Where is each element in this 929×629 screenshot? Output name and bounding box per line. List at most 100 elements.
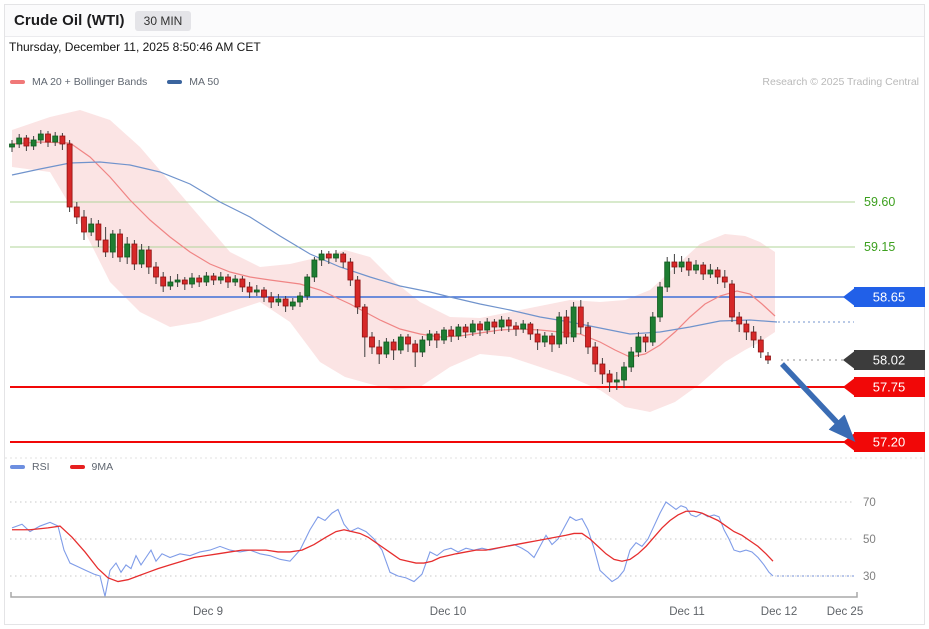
candle-body bbox=[628, 351, 635, 368]
candle-body bbox=[297, 295, 303, 303]
candle-body bbox=[736, 316, 743, 325]
candle-body bbox=[707, 269, 714, 275]
candle-body bbox=[635, 336, 642, 353]
legend-item-rsi: RSI bbox=[10, 461, 50, 473]
candle-body bbox=[232, 278, 239, 283]
candle-body bbox=[333, 253, 339, 259]
level-label: 59.15 bbox=[864, 240, 895, 254]
candle-body bbox=[649, 316, 656, 343]
candle-body bbox=[282, 298, 289, 307]
candle-body bbox=[340, 253, 347, 263]
candle-body bbox=[275, 298, 282, 303]
candle-body bbox=[37, 133, 44, 141]
level-badge bbox=[854, 350, 925, 370]
candle-body bbox=[426, 333, 433, 341]
candle-body bbox=[81, 216, 87, 233]
page-title: Crude Oil (WTI) bbox=[14, 12, 125, 29]
candle-body bbox=[268, 296, 275, 303]
candle-body bbox=[253, 289, 260, 293]
candle-body bbox=[541, 335, 548, 343]
legend-item-9ma: 9MA bbox=[69, 461, 113, 473]
candle-body bbox=[765, 355, 771, 361]
candle-body bbox=[131, 243, 138, 265]
candle-body bbox=[138, 249, 145, 265]
candle-body bbox=[73, 206, 80, 218]
candle-body bbox=[693, 264, 699, 271]
candle-body bbox=[570, 306, 577, 338]
header: Crude Oil (WTI) 30 MIN bbox=[5, 5, 924, 37]
candle-body bbox=[527, 323, 534, 335]
candle-body bbox=[59, 135, 66, 145]
candle-body bbox=[318, 253, 325, 261]
candle-body bbox=[599, 363, 606, 375]
candle-body bbox=[671, 261, 678, 268]
candle-body bbox=[174, 279, 181, 283]
candle-body bbox=[498, 319, 505, 328]
candle-body bbox=[325, 253, 332, 259]
candle-body bbox=[613, 379, 620, 383]
candle-body bbox=[664, 261, 671, 288]
candle-body bbox=[592, 346, 599, 365]
candle-body bbox=[383, 341, 390, 355]
level-badge-label: 58.65 bbox=[873, 290, 906, 305]
candle-body bbox=[563, 316, 570, 338]
candle-body bbox=[585, 326, 591, 348]
candle-body bbox=[45, 133, 51, 143]
candle-body bbox=[109, 233, 116, 253]
x-axis-label-Dec-10: Dec 10 bbox=[430, 606, 466, 618]
candle-body bbox=[405, 336, 411, 345]
level-badge-label: 57.75 bbox=[873, 380, 906, 395]
candle-body bbox=[347, 261, 354, 281]
candle-body bbox=[455, 326, 462, 337]
candle-body bbox=[203, 275, 210, 283]
candle-body bbox=[210, 275, 217, 281]
x-axis-label-Dec-12: Dec 12 bbox=[761, 606, 797, 618]
bollinger-band-fill bbox=[12, 110, 775, 412]
timeframe-badge[interactable]: 30 MIN bbox=[134, 10, 192, 31]
candle-body bbox=[239, 278, 246, 288]
candle-body bbox=[757, 339, 764, 353]
main-chart-legend: MA 20 + Bollinger Bands MA 50 bbox=[10, 76, 231, 88]
candle-body bbox=[520, 323, 527, 330]
legend-item-ma20-bollinger: MA 20 + Bollinger Bands bbox=[10, 76, 147, 88]
candle-body bbox=[513, 325, 519, 330]
ma50-legend-swatch bbox=[167, 80, 183, 84]
candle-body bbox=[196, 277, 203, 283]
candle-body bbox=[534, 333, 541, 343]
candle-body bbox=[606, 373, 613, 383]
candle-body bbox=[153, 266, 159, 278]
level-badge bbox=[854, 287, 925, 307]
candle-body bbox=[469, 323, 476, 333]
candle-body bbox=[412, 343, 419, 353]
legend-item-ma50: MA 50 bbox=[167, 76, 219, 88]
rsi-gridline-label: 70 bbox=[863, 497, 876, 509]
bearish-projection-arrow bbox=[779, 362, 856, 443]
candle-body bbox=[621, 366, 627, 381]
level-badge-pointer bbox=[843, 377, 856, 397]
x-axis-label-Dec-11: Dec 11 bbox=[669, 606, 705, 618]
candle-body bbox=[685, 261, 692, 271]
candle-body bbox=[52, 135, 59, 143]
candle-body bbox=[189, 277, 195, 285]
candle-body bbox=[88, 223, 95, 233]
chart-datetime: Thursday, December 11, 2025 8:50:46 AM C… bbox=[9, 40, 261, 54]
candle-body bbox=[642, 336, 649, 343]
candle-body bbox=[66, 143, 73, 208]
candle-body bbox=[311, 259, 318, 278]
ma50-legend-label: MA 50 bbox=[189, 76, 220, 88]
level-badge bbox=[854, 377, 925, 397]
attribution: Research © 2025 Trading Central bbox=[762, 76, 919, 88]
ma20-legend-label: MA 20 + Bollinger Bands bbox=[32, 76, 148, 88]
candle-body bbox=[167, 281, 174, 287]
candle-body bbox=[361, 306, 368, 338]
candle-body bbox=[9, 143, 15, 148]
candle-body bbox=[448, 329, 455, 337]
candle-body bbox=[729, 283, 735, 318]
rsi-9ma-line bbox=[12, 510, 774, 583]
candle-body bbox=[721, 276, 728, 283]
candle-body bbox=[419, 339, 426, 353]
rsi-gridline-label: 50 bbox=[863, 534, 876, 546]
candle-body bbox=[491, 321, 498, 328]
